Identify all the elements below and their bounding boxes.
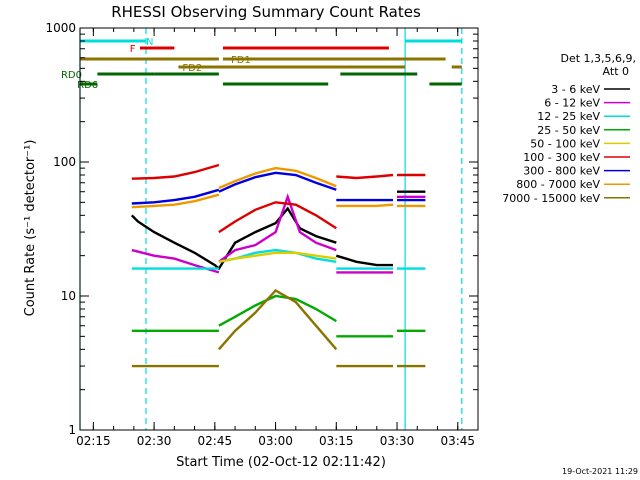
flag-label-RD0: RD0 — [61, 70, 82, 81]
series-line-5-2 — [336, 173, 394, 180]
series-line-3-1 — [218, 294, 337, 327]
chart-title: RHESSI Observing Summary Count Rates — [111, 3, 421, 21]
legend-label-8: 7000 - 15000 keV — [502, 192, 600, 205]
legend-label-7: 800 - 7000 keV — [516, 178, 600, 191]
series-line-6-1 — [218, 171, 337, 193]
series-line-5-0 — [131, 163, 220, 180]
legend-label-1: 6 - 12 keV — [544, 97, 600, 110]
flag-label-N: N — [146, 37, 153, 48]
x-tick-label-5: 03:30 — [380, 434, 415, 448]
plot-frame — [79, 27, 479, 431]
legend-label-3: 25 - 50 keV — [537, 124, 600, 137]
legend-label-5: 100 - 300 keV — [523, 151, 600, 164]
timestamp: 19-Oct-2021 11:29 — [562, 467, 638, 476]
y-tick-label-3: 1000 — [45, 21, 76, 35]
data-series — [130, 163, 426, 368]
flag-label-F: F — [130, 44, 136, 55]
x-tick-label-4: 03:15 — [319, 434, 354, 448]
x-tick-label-6: 03:45 — [440, 434, 475, 448]
x-tick-label-0: 02:15 — [76, 434, 111, 448]
y-tick-label-2: 100 — [53, 155, 76, 169]
legend-label-0: 3 - 6 keV — [551, 83, 600, 96]
y-tick-label-1: 10 — [61, 289, 76, 303]
y-axis-label: Count Rate (s⁻¹ detector⁻¹) — [23, 140, 38, 317]
series-line-7-0 — [131, 193, 220, 209]
series-line-4-0 — [218, 251, 337, 263]
plot-area — [79, 28, 463, 430]
legend-header-0: Det 1,3,5,6,9, — [560, 52, 636, 65]
series-line-8-1 — [217, 288, 338, 351]
legend-header-1: Att 0 — [603, 65, 629, 78]
axes: 02:15 02:30 02:45 03:00 03:15 03:30 03:45 1 10 10… — [45, 21, 479, 448]
legend-label-2: 12 - 25 keV — [537, 110, 600, 123]
series-line-1-1 — [218, 193, 337, 263]
legend-label-6: 300 - 800 keV — [523, 165, 600, 178]
x-tick-label-3: 03:00 — [258, 434, 293, 448]
series-line-6-0 — [131, 188, 220, 205]
legend-label-4: 50 - 100 keV — [530, 137, 600, 150]
x-tick-label-2: 02:45 — [198, 434, 233, 448]
series-line-7-2 — [336, 203, 394, 208]
x-axis-label: Start Time (02-Oct-12 02:11:42) — [176, 455, 386, 470]
series-line-5-1 — [218, 201, 337, 234]
y-tick-label-0: 1 — [68, 423, 76, 437]
x-tick-label-1: 02:30 — [137, 434, 172, 448]
flag-label-RD6: RD6 — [77, 80, 98, 91]
series-line-7-1 — [218, 166, 337, 190]
series-line-0-1 — [335, 254, 393, 267]
flag-label-FD2: FD2 — [182, 63, 202, 74]
flag-label-FD1: FD1 — [231, 55, 251, 66]
